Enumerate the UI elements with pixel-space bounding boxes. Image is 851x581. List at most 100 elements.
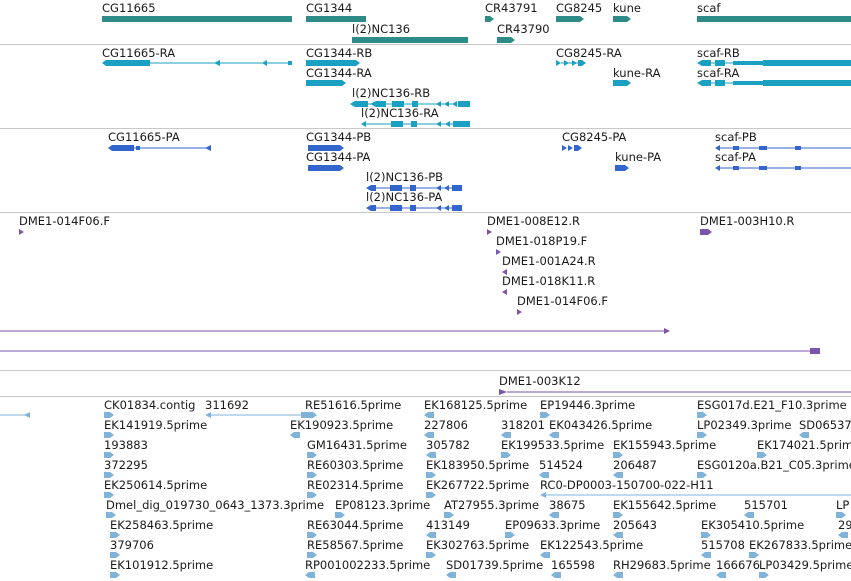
gene-feature[interactable] (485, 16, 494, 22)
transcript-label[interactable]: l(2)NC136-RB (352, 86, 431, 100)
protein-label[interactable]: scaf-PB (715, 130, 757, 144)
est-label[interactable]: EK174021.5prime (757, 438, 851, 452)
transcript-label[interactable]: l(2)NC136-RA (361, 106, 439, 120)
est-feature[interactable] (716, 572, 726, 578)
est-feature[interactable] (744, 512, 754, 518)
est-feature[interactable] (540, 492, 851, 498)
protein-label[interactable]: CG11665-PA (108, 130, 180, 144)
est-label[interactable]: EK183950.5prime (426, 458, 530, 472)
gene-feature[interactable] (697, 16, 851, 22)
clone-feature[interactable] (502, 289, 507, 295)
est-feature[interactable] (305, 572, 315, 578)
est-label[interactable]: 166676 (716, 558, 760, 572)
transcript-label[interactable]: CG8245-RA (556, 46, 622, 60)
est-label[interactable]: 311692 (205, 398, 249, 412)
est-feature[interactable] (305, 412, 317, 418)
est-feature[interactable] (290, 432, 300, 438)
est-feature[interactable] (104, 472, 114, 478)
est-label[interactable]: 514524 (539, 458, 583, 472)
est-feature[interactable] (539, 472, 549, 478)
est-feature[interactable] (307, 452, 317, 458)
est-feature[interactable] (549, 512, 559, 518)
est-feature[interactable] (501, 432, 511, 438)
clone-feature[interactable] (19, 229, 24, 235)
est-label[interactable]: SD06537 (799, 418, 851, 432)
est-label[interactable]: 205643 (613, 518, 657, 532)
clone-span-line[interactable] (499, 389, 851, 395)
gene-feature[interactable] (102, 16, 292, 22)
est-feature[interactable] (307, 552, 317, 558)
protein-label[interactable]: CG1344-PB (306, 130, 372, 144)
est-feature[interactable] (697, 432, 707, 438)
est-feature[interactable] (551, 572, 561, 578)
est-label[interactable]: SD01739.5prime (446, 558, 544, 572)
est-label[interactable]: CK01834.contig (104, 398, 196, 412)
est-feature[interactable] (613, 572, 623, 578)
est-feature[interactable] (205, 412, 305, 418)
est-feature[interactable] (613, 512, 623, 518)
est-feature[interactable] (613, 532, 623, 538)
est-label[interactable]: RP001002233.5prime (305, 558, 431, 572)
est-feature[interactable] (307, 472, 317, 478)
gene-label[interactable]: CG8245 (556, 1, 603, 15)
est-feature[interactable] (424, 432, 434, 438)
est-label[interactable]: EK305410.5prime (701, 518, 805, 532)
gene-feature[interactable] (352, 37, 468, 43)
est-label[interactable]: EP08123.3prime (335, 498, 431, 512)
clone-label[interactable]: DME1-018K11.R (502, 274, 596, 288)
est-label[interactable]: AT27955.3prime (444, 498, 540, 512)
est-feature[interactable] (307, 492, 317, 498)
protein-feature[interactable] (308, 165, 344, 171)
gene-label[interactable]: l(2)NC136 (352, 22, 411, 36)
est-label[interactable]: RE58567.5prime (307, 538, 404, 552)
clone-feature[interactable] (502, 269, 507, 275)
est-feature[interactable] (613, 452, 623, 458)
est-label[interactable]: EK122543.5prime (540, 538, 644, 552)
est-label[interactable]: 165598 (551, 558, 595, 572)
est-label[interactable]: RE51616.5prime (305, 398, 402, 412)
est-label[interactable]: LP03429.5prime (759, 558, 851, 572)
est-label[interactable]: EK101912.5prime (110, 558, 214, 572)
clone-feature[interactable] (700, 229, 712, 235)
gene-label[interactable]: CR43791 (485, 1, 538, 15)
est-feature[interactable] (697, 412, 707, 418)
protein-label[interactable]: scaf-PA (715, 150, 756, 164)
est-label[interactable]: 206487 (613, 458, 657, 472)
protein-label[interactable]: l(2)NC136-PA (366, 190, 443, 204)
est-feature[interactable] (501, 452, 511, 458)
gene-label[interactable]: scaf (697, 1, 721, 15)
est-label[interactable]: 29 (838, 518, 851, 532)
clone-feature[interactable] (517, 309, 522, 315)
protein-feature[interactable] (366, 185, 462, 191)
est-label[interactable]: EP09633.3prime (505, 518, 601, 532)
transcript-feature[interactable] (306, 60, 360, 66)
est-label[interactable]: 515701 (744, 498, 788, 512)
transcript-label[interactable]: kune-RA (613, 66, 661, 80)
est-feature[interactable] (540, 552, 550, 558)
est-feature[interactable] (110, 532, 120, 538)
gene-feature[interactable] (613, 16, 631, 22)
transcript-label[interactable]: CG1344-RB (306, 46, 373, 60)
est-feature[interactable] (446, 572, 456, 578)
gene-feature[interactable] (497, 37, 515, 43)
est-feature[interactable] (424, 412, 434, 418)
est-label[interactable]: RH29683.5prime (613, 558, 711, 572)
clone-span-line[interactable] (0, 348, 820, 354)
clone-label[interactable]: DME1-018P19.F (496, 234, 588, 248)
est-label[interactable]: EP19446.3prime (540, 398, 636, 412)
est-feature[interactable] (104, 412, 114, 418)
clone-feature[interactable] (496, 249, 501, 255)
protein-feature[interactable] (308, 145, 344, 151)
transcript-feature[interactable] (697, 80, 851, 86)
est-label[interactable]: RE60303.5prime (307, 458, 404, 472)
clone-label[interactable]: DME1-003H10.R (700, 214, 795, 228)
est-feature[interactable] (426, 552, 436, 558)
est-feature[interactable] (697, 472, 707, 478)
transcript-feature[interactable] (613, 80, 631, 86)
est-label[interactable]: EK155943.5prime (613, 438, 717, 452)
gene-feature[interactable] (306, 16, 366, 22)
gene-label[interactable]: CG11665 (102, 1, 156, 15)
est-label[interactable]: 193883 (104, 438, 148, 452)
est-feature[interactable] (836, 512, 846, 518)
protein-label[interactable]: kune-PA (615, 150, 662, 164)
